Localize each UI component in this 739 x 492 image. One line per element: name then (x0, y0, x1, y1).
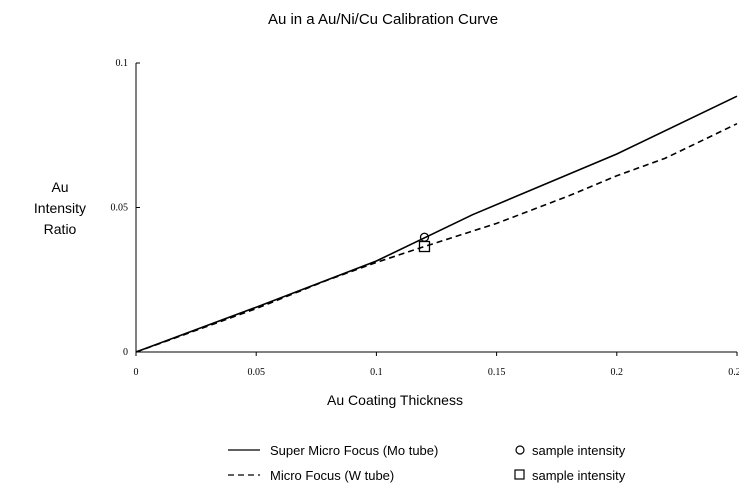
x-ticks: 0 0.05 0.1 0.15 0.2 0.25 (134, 352, 739, 378)
y-axis-label: Au Intensity Ratio (34, 179, 86, 237)
plot-series (136, 96, 737, 352)
plot-markers (419, 233, 429, 251)
series-line-1 (136, 96, 737, 352)
y-axis-label-line-2: Intensity (34, 200, 86, 216)
y-tick-label: 0.05 (111, 203, 129, 214)
y-tick-label: 0 (123, 347, 128, 358)
y-tick-label: 0.1 (116, 58, 129, 69)
x-tick-label: 0.05 (247, 367, 265, 378)
legend-label-marker-circle: sample intensity (532, 443, 626, 458)
legend-label-marker-square: sample intensity (532, 468, 626, 483)
chart-title: Au in a Au/Ni/Cu Calibration Curve (268, 11, 498, 28)
y-axis-label-line-1: Au (51, 179, 68, 195)
y-axis-label-line-3: Ratio (44, 221, 77, 237)
x-tick-label: 0.2 (611, 367, 624, 378)
legend-square-marker-icon (515, 470, 524, 479)
legend-label-series-2: Micro Focus (W tube) (270, 468, 394, 483)
x-axis-label: Au Coating Thickness (327, 392, 463, 408)
legend: Super Micro Focus (Mo tube) Micro Focus … (228, 443, 626, 483)
x-tick-label: 0.15 (488, 367, 506, 378)
x-tick-label: 0.25 (728, 367, 739, 378)
legend-label-series-1: Super Micro Focus (Mo tube) (270, 443, 438, 458)
x-tick-label: 0.1 (370, 367, 383, 378)
sample-intensity-square-marker (419, 242, 429, 252)
x-tick-label: 0 (134, 367, 139, 378)
legend-circle-marker-icon (516, 446, 524, 454)
